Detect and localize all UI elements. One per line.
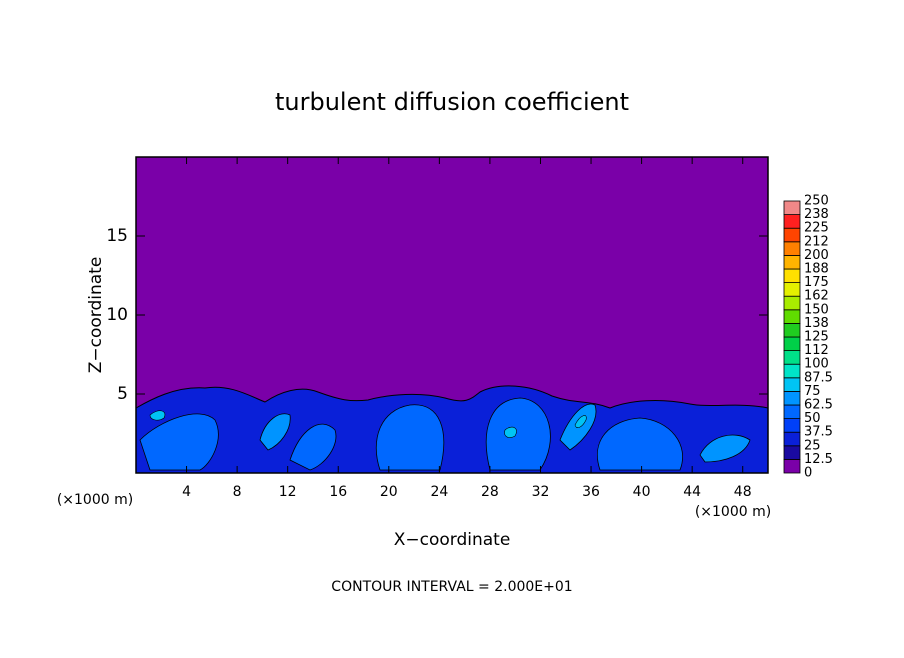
y-axis-label: Z−coordinate [86,257,106,374]
colorbar-box [783,227,801,243]
colorbar-box [783,458,801,474]
colorbar-box [783,282,801,297]
x-tick-label: 48 [734,484,752,500]
colorbar-box [783,418,801,433]
x-tick-label: 32 [532,484,550,500]
x-tick-label: 24 [430,484,448,500]
contour-field [135,157,769,474]
colorbar-label: 188 [804,262,829,277]
colorbar-box [783,214,801,229]
y-tick-label: 5 [117,384,128,404]
colorbar-box [783,404,801,420]
colorbar-box [783,309,801,324]
x-tick-label: 8 [233,484,242,500]
colorbar-label: 162 [804,289,829,304]
colorbar-box [783,241,801,256]
colorbar-label: 62.5 [804,398,833,413]
x-tick-label: 28 [481,484,499,500]
footnote: CONTOUR INTERVAL = 2.000E+01 [331,579,572,595]
x-tick-label: 16 [329,484,347,500]
colorbar-label: 250 [804,194,829,209]
x-tick-label: 20 [380,484,398,500]
colorbar-box [783,336,801,352]
x-tick-label: 12 [279,484,297,500]
colorbar-label: 150 [804,302,829,317]
colorbar-label: 238 [804,207,829,222]
colorbar-label: 87.5 [804,370,833,385]
colorbar-label: 0 [804,466,812,481]
colorbar-box [783,445,801,460]
colorbar-label: 12.5 [804,452,833,467]
colorbar-label: 75 [804,384,821,399]
colorbar-box [783,254,801,270]
x-axis-label: X−coordinate [394,530,511,550]
colorbar-label: 200 [804,248,829,263]
field-region [259,403,751,463]
colorbar-label: 100 [804,357,829,372]
colorbar-label: 37.5 [804,425,833,440]
y-unit-label: (×1000 m) [57,492,133,508]
colorbar-label: 50 [804,411,821,426]
colorbar-box [783,363,801,379]
x-tick-label: 40 [633,484,651,500]
colorbar-box [783,377,801,392]
colorbar-box [783,200,801,216]
colorbar-label: 25 [804,438,821,453]
colorbar-box [783,350,801,365]
colorbar-label: 138 [804,316,829,331]
x-tick-label: 4 [182,484,191,500]
y-tick-label: 15 [106,226,128,246]
x-unit-label: (×1000 m) [695,504,771,520]
colorbar-box [783,322,801,338]
field-region [149,410,587,438]
colorbar-label: 225 [804,221,829,236]
field-region [139,397,683,471]
chart-title: turbulent diffusion coefficient [275,88,629,116]
colorbar-box [783,268,801,284]
x-tick-label: 36 [582,484,600,500]
colorbar-label: 212 [804,234,829,249]
colorbar-box [783,390,801,406]
colorbar-label: 175 [804,275,829,290]
y-tick-label: 10 [106,305,128,325]
x-tick-label: 44 [683,484,701,500]
colorbar-box [783,431,801,447]
colorbar-label: 125 [804,330,829,345]
colorbar-label: 112 [804,343,829,358]
colorbar-box [783,295,801,311]
